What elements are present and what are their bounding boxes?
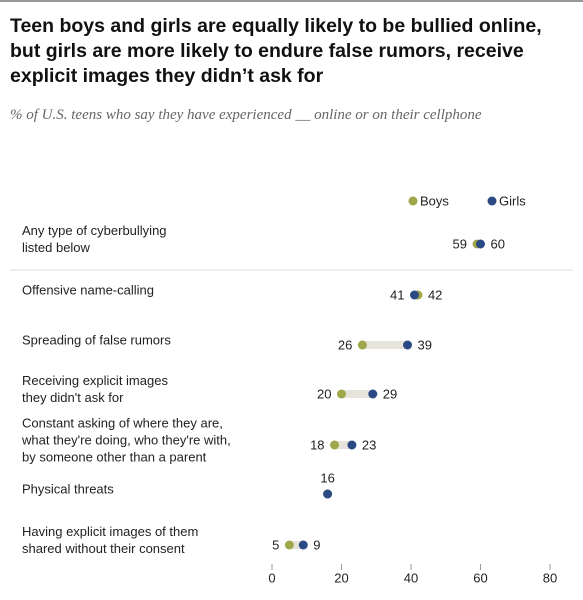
value-label: 23 [362, 437, 376, 452]
value-label: 9 [313, 537, 320, 552]
value-label: 39 [418, 337, 432, 352]
value-label: 26 [338, 337, 352, 352]
value-label: 42 [428, 287, 442, 302]
category-label: Receiving explicit images they didn't as… [22, 373, 168, 405]
dot [330, 440, 340, 450]
value-label: 59 [453, 236, 467, 251]
dot [298, 540, 308, 550]
legend-label: Boys [420, 193, 449, 208]
value-label: 60 [491, 236, 505, 251]
category-label: Any type of cyberbullying listed below [22, 223, 167, 255]
value-label: 29 [383, 386, 397, 401]
legend-dot [408, 196, 418, 206]
value-label: 16 [320, 470, 334, 485]
category-label: Constant asking of where they are, what … [22, 415, 231, 465]
dot [476, 239, 485, 249]
legend-label: Girls [499, 193, 526, 208]
dot [347, 440, 357, 450]
category-label: Having explicit images of them shared wi… [22, 524, 199, 556]
category-label: Physical threats [22, 481, 114, 497]
dot [284, 540, 294, 550]
category-label: Offensive name-calling [22, 282, 154, 298]
chart-subtitle: % of U.S. teens who say they have experi… [10, 107, 482, 123]
dot [323, 489, 333, 499]
chart-title: Teen boys and girls are equally likely t… [10, 15, 542, 87]
dot [403, 340, 413, 350]
dot [357, 340, 367, 350]
dot [337, 389, 346, 399]
value-label: 41 [390, 287, 404, 302]
x-tick-label: 20 [334, 570, 348, 585]
value-label: 18 [310, 437, 324, 452]
x-tick-label: 60 [473, 570, 487, 585]
value-label: 20 [317, 386, 331, 401]
category-label: Spreading of false rumors [22, 332, 171, 348]
x-tick-label: 0 [268, 570, 275, 585]
x-tick-label: 80 [543, 570, 557, 585]
dot [409, 290, 419, 300]
x-tick-label: 40 [404, 570, 418, 585]
dot [368, 389, 378, 399]
legend-dot [487, 196, 497, 206]
value-label: 5 [272, 537, 279, 552]
